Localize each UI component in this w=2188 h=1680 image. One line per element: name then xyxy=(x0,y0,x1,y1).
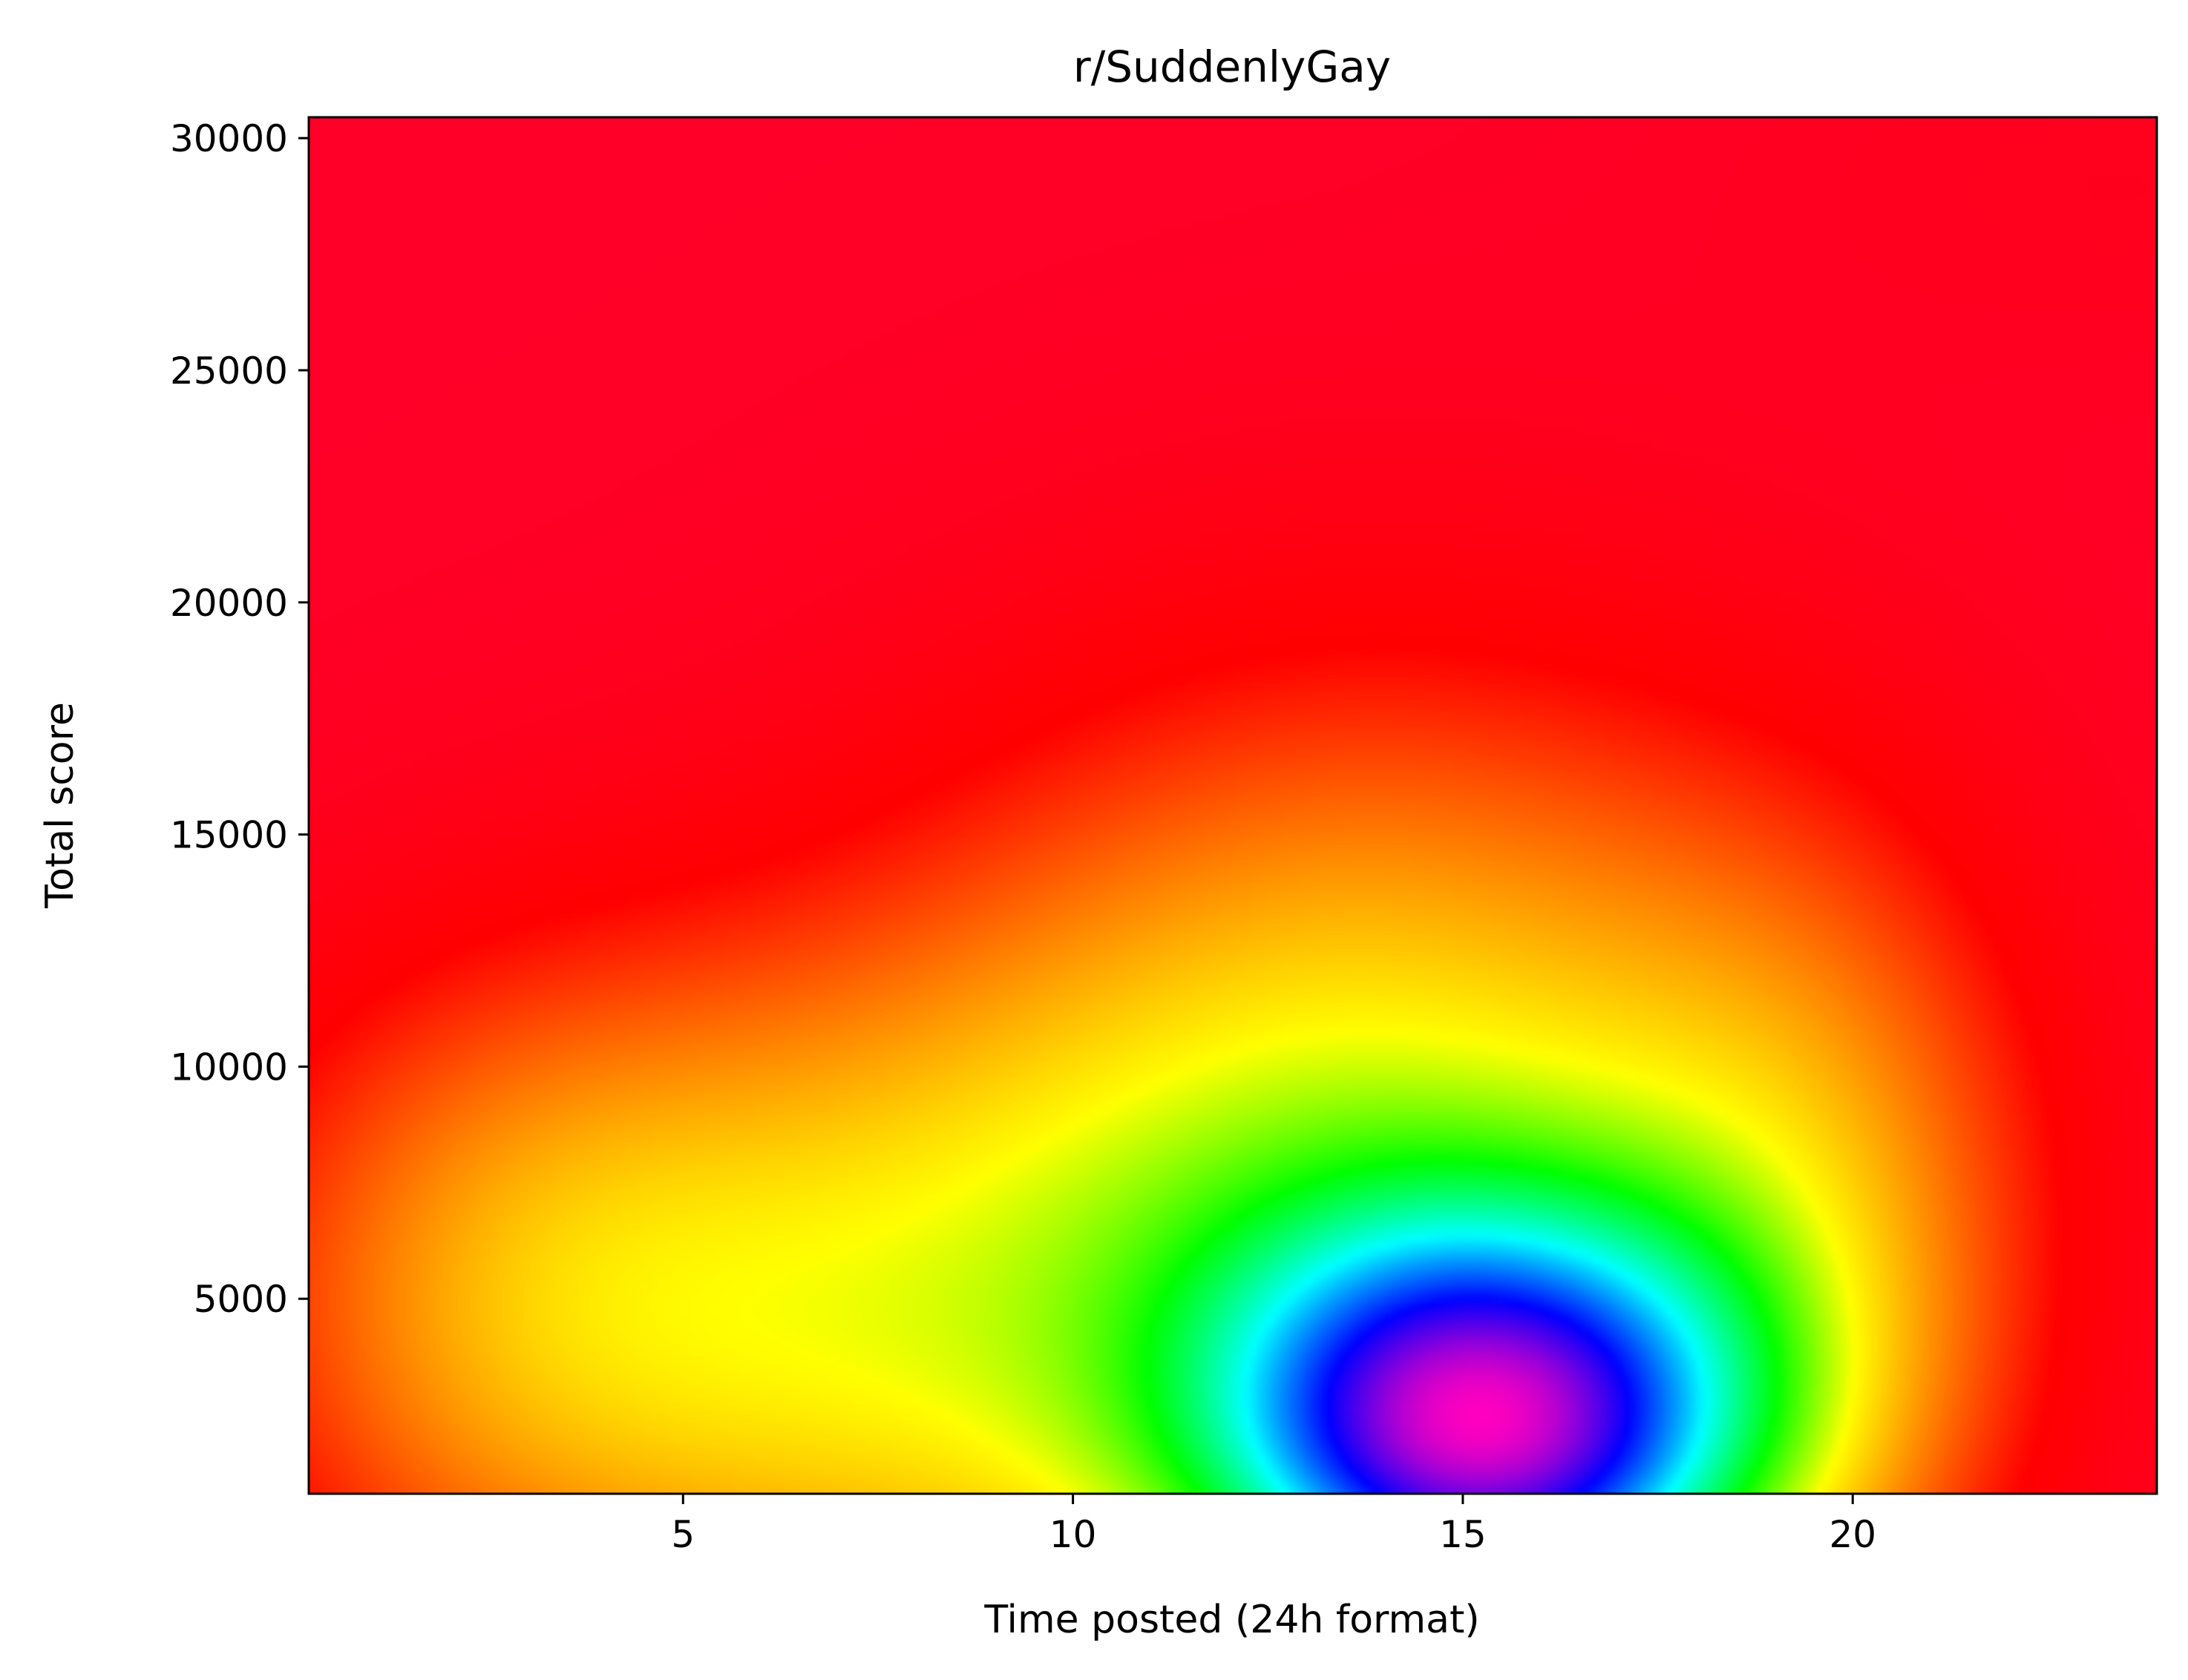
y-tick-label: 15000 xyxy=(170,814,288,857)
y-tick-label: 10000 xyxy=(170,1046,288,1089)
y-tick-label: 30000 xyxy=(170,117,288,160)
y-tick-label: 20000 xyxy=(170,582,288,625)
heatmap-area xyxy=(309,117,2157,1494)
y-axis-label: Total score xyxy=(38,702,82,909)
y-axis-ticks: 5000 10000 15000 20000 25000 30000 xyxy=(170,117,309,1321)
x-axis-label: Time posted (24h format) xyxy=(983,1598,1479,1642)
y-tick-label: 5000 xyxy=(194,1278,288,1321)
x-tick-label: 20 xyxy=(1829,1513,1876,1556)
x-axis-ticks: 5 10 15 20 xyxy=(671,1494,1876,1556)
x-tick-label: 15 xyxy=(1439,1513,1487,1556)
x-tick-label: 10 xyxy=(1049,1513,1097,1556)
chart-title: r/SuddenlyGay xyxy=(1073,42,1391,92)
y-tick-label: 25000 xyxy=(170,350,288,393)
x-tick-label: 5 xyxy=(671,1513,695,1556)
plot-frame xyxy=(307,116,2158,1495)
